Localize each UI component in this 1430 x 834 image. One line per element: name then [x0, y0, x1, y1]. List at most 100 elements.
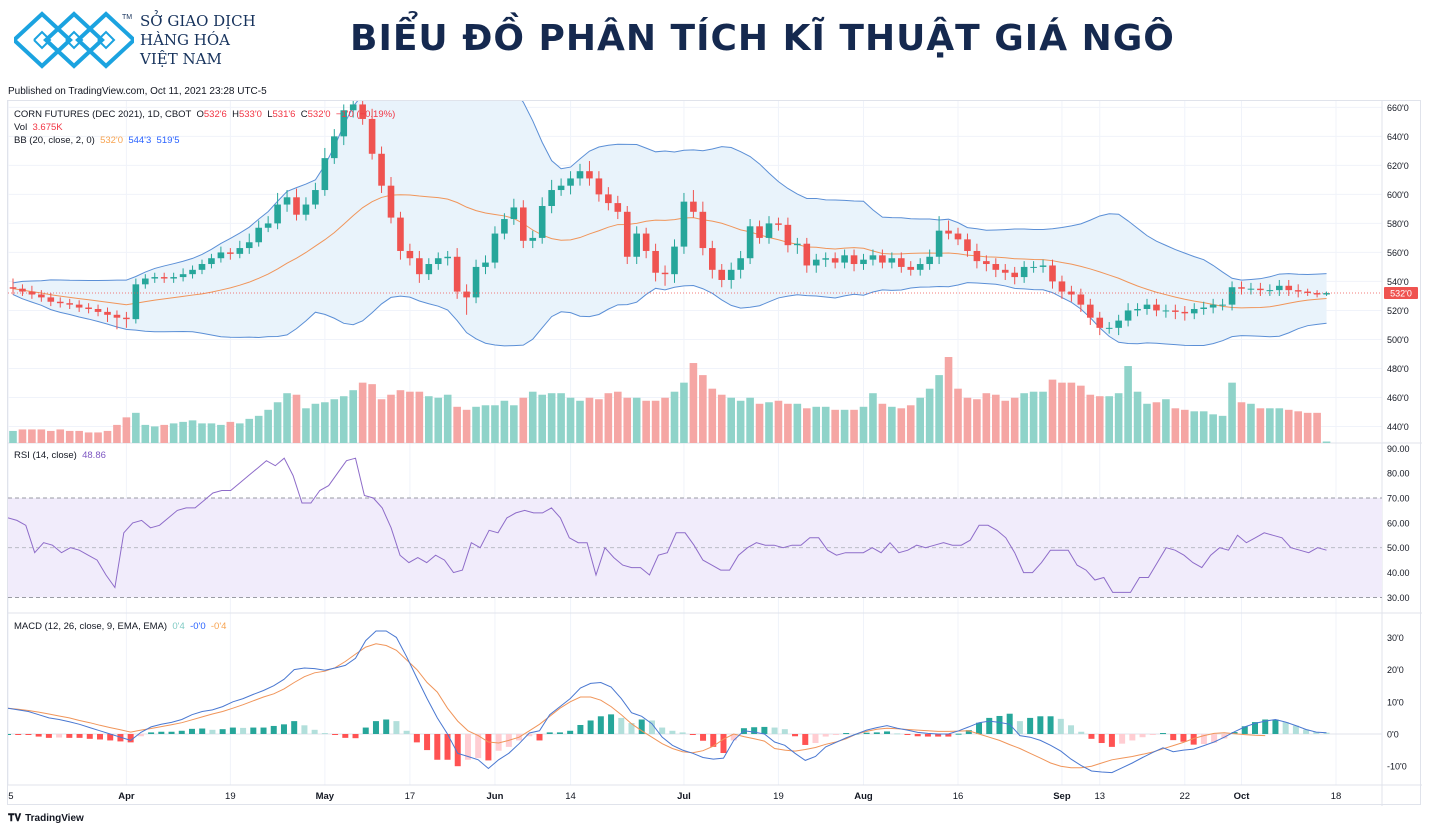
- volume-bar: [1237, 402, 1246, 443]
- macd-histogram-bar: [976, 722, 983, 734]
- macd-histogram-bar: [904, 734, 911, 735]
- volume-bar: [472, 406, 480, 443]
- volume-bar: [831, 409, 839, 443]
- candle-body: [1276, 285, 1283, 291]
- macd-histogram-bar: [332, 734, 339, 735]
- candle-body: [529, 237, 537, 241]
- candle-body: [312, 190, 319, 205]
- candle-body: [434, 258, 442, 265]
- macd-histogram-bar: [280, 724, 287, 734]
- macd-histogram-bar: [15, 734, 22, 735]
- price-axis-label: 560'0: [1387, 248, 1409, 258]
- macd-histogram-bar: [485, 734, 492, 761]
- org-line-2: HÀNG HÓA: [140, 31, 230, 49]
- macd-histogram-bar: [1068, 725, 1075, 734]
- volume-bar: [396, 390, 405, 443]
- candle-body: [765, 223, 773, 238]
- trading-chart[interactable]: 532'0 660'0 640'0 620'0 600'0 580'0 560'0 540'0…: [8, 101, 1422, 806]
- last-price-tag: [1384, 287, 1418, 300]
- candle-body: [1124, 310, 1132, 321]
- volume-bar: [897, 408, 906, 443]
- symbol-legend: CORN FUTURES (DEC 2021), 1D, CBOT O532'6…: [14, 109, 395, 120]
- time-axis-label: 15: [8, 791, 14, 802]
- volume-bar: [1322, 441, 1331, 443]
- macd-histogram-bar: [1108, 734, 1115, 747]
- volume-bar: [614, 391, 622, 443]
- macd-histogram-bar: [556, 732, 563, 734]
- macd-histogram-bar: [260, 727, 267, 734]
- bollinger-legend: BB (20, close, 2, 0) 532'0 544'3 519'5: [14, 135, 180, 146]
- candle-body: [293, 197, 300, 215]
- candle-body: [444, 256, 451, 259]
- candle-body: [1096, 317, 1104, 328]
- volume-bar: [1086, 394, 1095, 443]
- volume-bar: [538, 394, 546, 443]
- macd-histogram-bar: [1057, 718, 1064, 734]
- volume-bar: [226, 421, 235, 443]
- candle-body: [227, 252, 234, 254]
- rsi-axis-label: 80.00: [1387, 469, 1410, 479]
- volume-bar: [859, 406, 868, 443]
- macd-histogram-bar: [464, 734, 471, 760]
- volume-bar: [37, 429, 46, 443]
- volume-bar: [670, 391, 679, 443]
- volume-bar: [1152, 402, 1161, 443]
- macd-histogram-bar: [56, 734, 63, 738]
- bollinger-label: BB (20, close, 2, 0): [14, 135, 95, 146]
- price-axis-label: 640'0: [1387, 132, 1409, 142]
- candle-body: [1219, 304, 1226, 306]
- volume-bar: [160, 424, 168, 443]
- volume-bar: [954, 388, 962, 443]
- volume-bar: [434, 397, 443, 443]
- candle-body: [85, 307, 92, 309]
- rsi-axis-label: 40.00: [1387, 568, 1410, 578]
- macd-histogram-bar: [679, 732, 686, 734]
- macd-histogram-bar: [1241, 726, 1248, 734]
- volume-bar: [292, 394, 301, 443]
- macd-histogram-bar: [311, 729, 318, 734]
- macd-histogram-bar: [168, 731, 175, 734]
- volume-bar: [708, 388, 717, 443]
- candle-body: [727, 269, 735, 280]
- candle-body: [935, 230, 943, 257]
- candle-body: [671, 246, 678, 275]
- candle-body: [709, 248, 716, 270]
- footer-brand[interactable]: 𝐓𝐕 TradingView: [8, 813, 84, 824]
- macd-histogram-bar: [1272, 719, 1279, 734]
- candle-body: [510, 207, 518, 220]
- volume-bar: [869, 393, 877, 443]
- volume-bar: [755, 403, 764, 443]
- candle-body: [794, 243, 801, 246]
- volume-bar: [803, 408, 811, 443]
- volume-bar: [141, 424, 150, 443]
- macd-histogram-bar: [526, 734, 533, 737]
- candle-body: [1209, 304, 1217, 308]
- candle-body: [123, 317, 130, 320]
- volume-bar: [150, 426, 159, 443]
- high-value: 533'0: [238, 109, 262, 120]
- candle-body: [501, 219, 508, 234]
- rsi-axis-label: 50.00: [1387, 543, 1410, 553]
- time-axis-label: 13: [1094, 791, 1105, 802]
- volume-bar: [661, 397, 669, 443]
- volume-bar: [302, 408, 310, 443]
- macd-histogram-bar: [802, 734, 809, 745]
- last-price-label: 532'0: [1390, 289, 1412, 299]
- volume-bar: [547, 393, 556, 443]
- volume-bar: [453, 406, 461, 443]
- volume-bar: [94, 432, 102, 443]
- macd-histogram-bar: [914, 734, 921, 737]
- candle-body: [690, 201, 697, 212]
- candle-body: [491, 233, 499, 263]
- candle-body: [1323, 293, 1330, 295]
- volume-bar: [9, 430, 17, 443]
- candle-body: [453, 256, 461, 292]
- chart-frame[interactable]: 532'0 660'0 640'0 620'0 600'0 580'0 560'0 540'0…: [7, 100, 1422, 806]
- volume-bar: [1181, 409, 1189, 443]
- candle-body: [718, 269, 726, 280]
- volume-bar: [689, 363, 698, 443]
- volume-bar: [935, 375, 943, 443]
- candle-body: [737, 258, 744, 270]
- candle-body: [482, 262, 489, 267]
- volume-bar: [632, 397, 641, 443]
